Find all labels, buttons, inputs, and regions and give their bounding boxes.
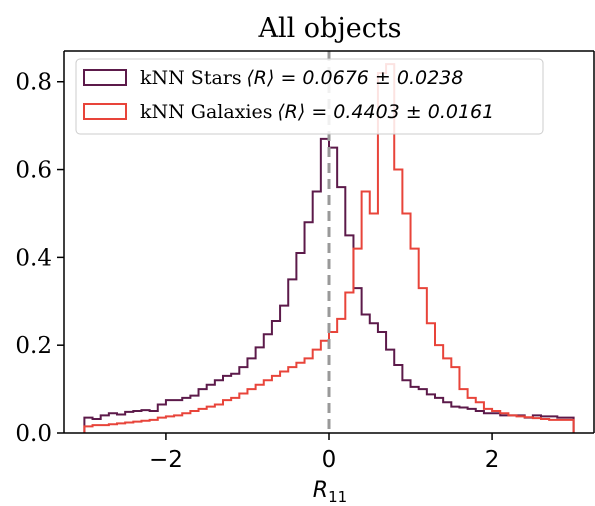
y-tick-label: 0.8 [15, 70, 52, 96]
y-tick-label: 0.2 [15, 333, 52, 359]
legend-label-galaxies: kNN Galaxies ⟨R⟩ = 0.4403 ± 0.0161 [140, 101, 494, 123]
histogram-series-stars [83, 137, 575, 433]
x-tick-label: 0 [322, 447, 337, 473]
y-tick-label: 0.0 [15, 421, 52, 447]
legend-swatch-stars [83, 69, 127, 86]
y-tick-label: 0.6 [15, 158, 52, 184]
legend-frame [75, 58, 544, 135]
chart-title: All objects [257, 13, 401, 44]
legend-label-stars: kNN Stars ⟨R⟩ = 0.0676 ± 0.0238 [140, 67, 463, 89]
x-axis-label: R11 [313, 478, 347, 506]
y-tick-label: 0.4 [15, 245, 52, 271]
tick-marks: −2 0 2 0.0 0.2 0.4 0.6 0.8 [15, 70, 499, 473]
legend: kNN Stars ⟨R⟩ = 0.0676 ± 0.0238 kNN Gala… [75, 58, 544, 135]
x-tick-label: 2 [485, 447, 500, 473]
x-tick-label: −2 [149, 447, 183, 473]
legend-swatch-galaxies [83, 103, 127, 120]
